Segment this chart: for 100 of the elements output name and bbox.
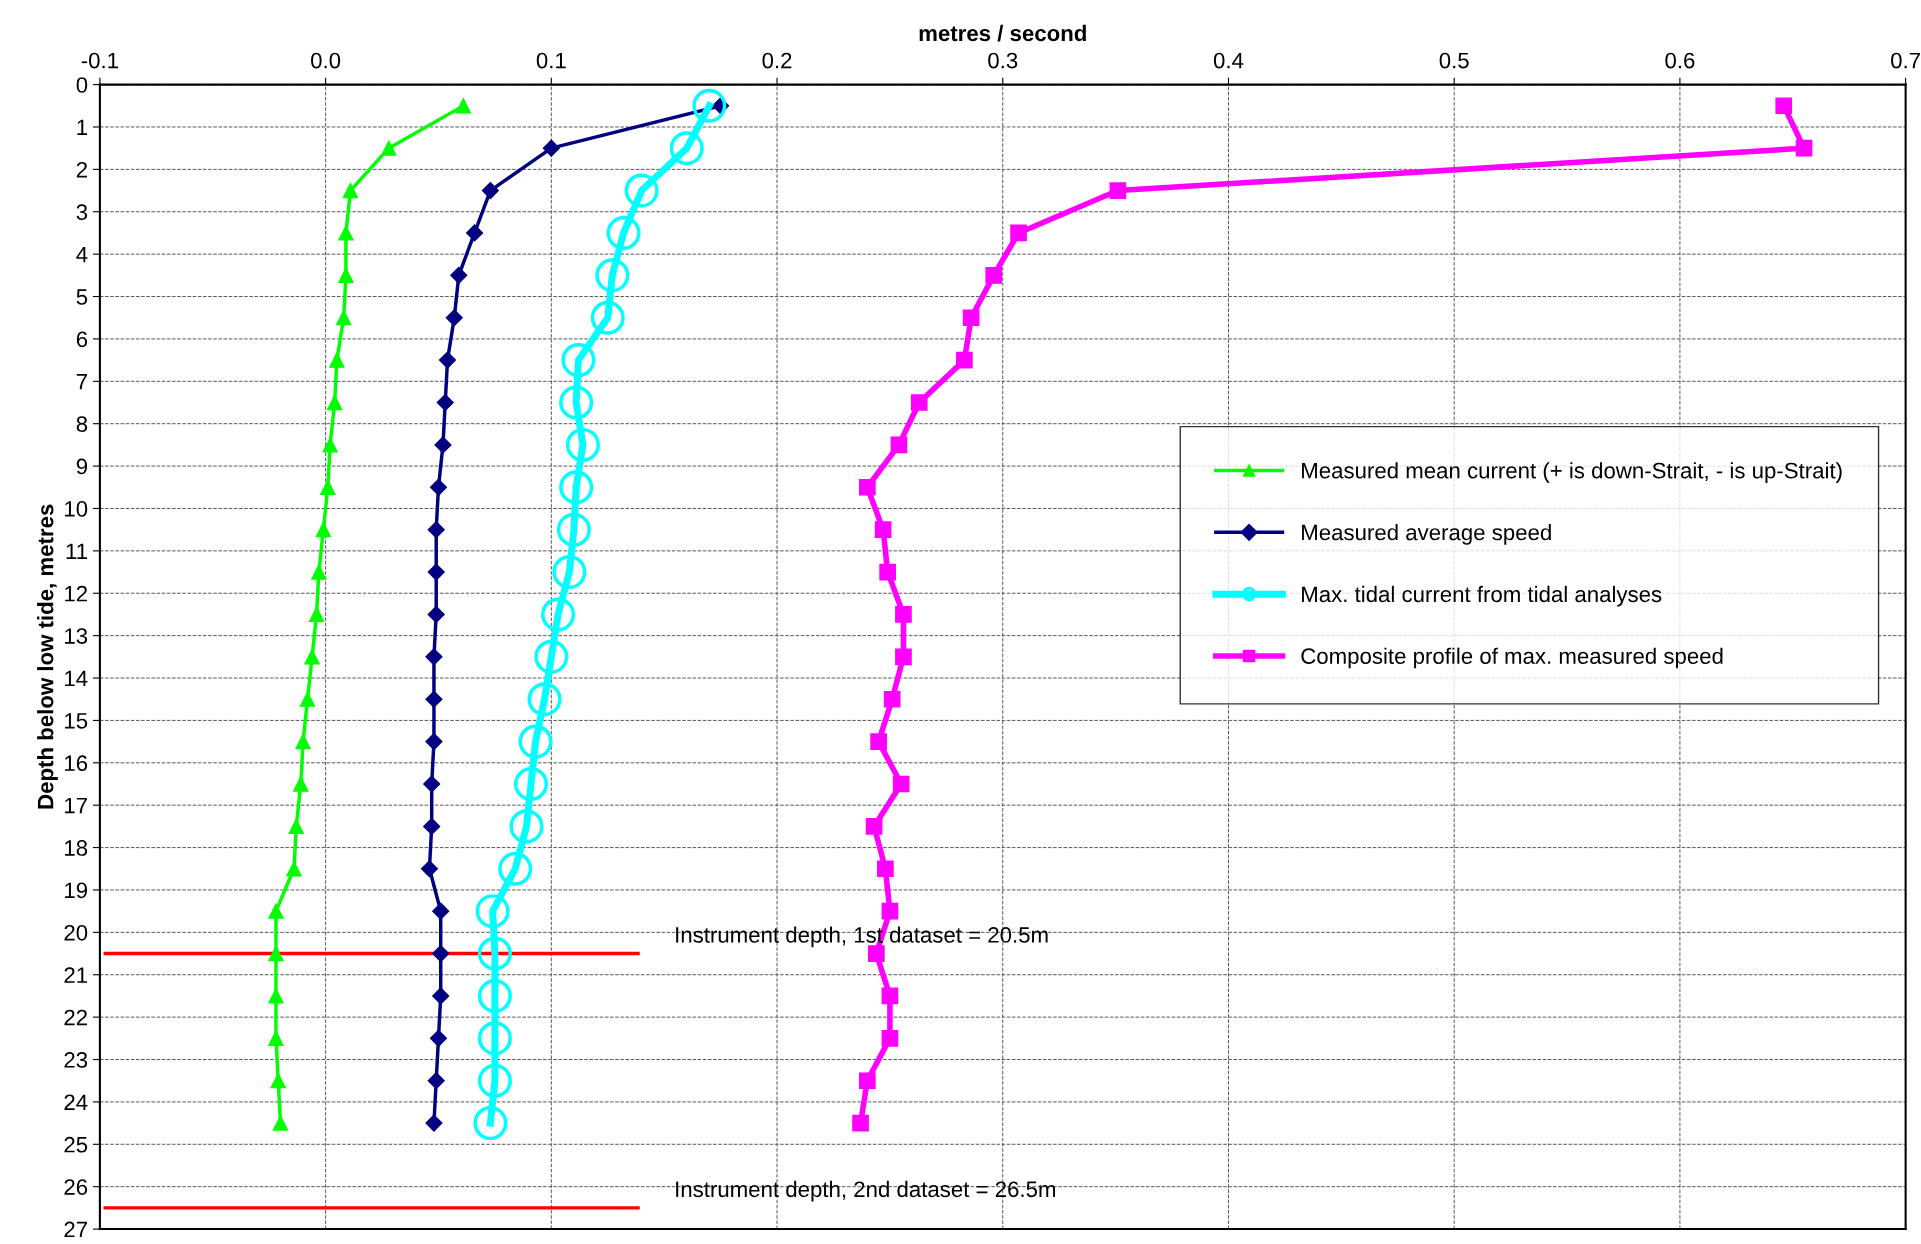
point xyxy=(329,352,345,368)
point xyxy=(288,818,304,835)
point xyxy=(1775,97,1793,115)
point xyxy=(956,351,973,369)
y-tick-label: 23 xyxy=(64,1052,88,1068)
point xyxy=(423,817,441,835)
point xyxy=(429,1029,448,1047)
point xyxy=(427,1072,445,1090)
point xyxy=(534,639,569,674)
point xyxy=(268,1030,284,1046)
point xyxy=(892,775,910,793)
point xyxy=(542,139,560,157)
point xyxy=(1109,182,1127,199)
point xyxy=(475,894,510,929)
point xyxy=(865,818,883,835)
point xyxy=(338,267,354,283)
point xyxy=(423,775,441,793)
point xyxy=(518,724,553,759)
x-tick-label: 0.5 xyxy=(1439,52,1469,69)
point xyxy=(268,945,284,962)
y-tick-label: 13 xyxy=(65,628,88,644)
point xyxy=(438,351,457,369)
point xyxy=(527,682,562,717)
point xyxy=(910,394,928,411)
point xyxy=(541,597,576,632)
point xyxy=(450,266,468,284)
point xyxy=(429,478,448,496)
y-tick-label: 3 xyxy=(76,204,88,221)
point xyxy=(293,776,309,792)
y-tick-label: 17 xyxy=(65,797,87,814)
y-tick-label: 10 xyxy=(65,501,88,517)
point xyxy=(606,215,641,250)
point xyxy=(427,563,445,581)
point xyxy=(879,563,896,581)
point xyxy=(590,300,625,335)
point xyxy=(432,944,450,963)
point xyxy=(425,690,443,708)
point xyxy=(311,564,327,580)
point xyxy=(477,1063,512,1098)
point xyxy=(425,733,443,751)
y-tick-label: 15 xyxy=(65,713,88,729)
point xyxy=(1795,139,1813,157)
point xyxy=(436,393,454,412)
point xyxy=(858,478,876,496)
legend-label: Max. tidal current from tidal analyses xyxy=(1302,585,1662,607)
legend-label: Measured mean current (+ is down-Strait, - is up-Strait) xyxy=(1302,462,1842,483)
point xyxy=(498,851,533,886)
point xyxy=(270,1073,286,1089)
point xyxy=(466,224,484,242)
point xyxy=(427,605,445,623)
x-tick-label: -0.1 xyxy=(81,52,118,69)
point xyxy=(895,606,912,623)
y-tick-label: 18 xyxy=(65,840,88,856)
point xyxy=(985,267,1003,284)
point xyxy=(434,436,452,454)
y-axis-title: Depth below low tide, metres xyxy=(37,504,58,809)
point xyxy=(692,88,727,123)
point xyxy=(565,427,600,462)
y-tick-label: 27 xyxy=(64,1221,87,1238)
point xyxy=(286,861,302,877)
x-axis-title: metres / second xyxy=(919,24,1086,42)
y-tick-label: 21 xyxy=(64,967,87,983)
point xyxy=(315,522,331,538)
point xyxy=(877,860,894,878)
point xyxy=(473,1106,508,1141)
point xyxy=(322,437,338,453)
x-tick-label: 0.2 xyxy=(762,52,792,69)
point xyxy=(669,131,704,166)
y-tick-label: 5 xyxy=(76,289,88,305)
y-tick-label: 1 xyxy=(77,119,87,136)
point xyxy=(425,1114,443,1132)
legend-label: Measured average speed xyxy=(1302,524,1551,545)
y-tick-label: 26 xyxy=(64,1179,88,1195)
point xyxy=(481,182,499,200)
point xyxy=(326,394,343,411)
point xyxy=(881,902,899,920)
y-tick-label: 6 xyxy=(76,331,88,348)
point xyxy=(561,343,596,378)
y-tick-label: 7 xyxy=(76,374,87,390)
point xyxy=(308,606,325,623)
x-tick-label: 0.6 xyxy=(1665,52,1695,69)
legend-label: Composite profile of max. measured speed xyxy=(1301,647,1723,669)
point xyxy=(881,1029,899,1047)
y-tick-label: 22 xyxy=(64,1009,87,1026)
point xyxy=(268,988,284,1004)
y-tick-label: 8 xyxy=(76,416,88,432)
point xyxy=(595,258,630,293)
y-tick-label: 9 xyxy=(76,458,88,475)
x-tick-label: 0.1 xyxy=(536,52,566,69)
x-tick-label: 0.0 xyxy=(311,52,341,69)
point xyxy=(962,309,980,327)
y-tick-label: 19 xyxy=(65,882,88,899)
point xyxy=(477,978,512,1013)
y-tick-label: 12 xyxy=(65,585,87,602)
point xyxy=(432,987,450,1005)
point xyxy=(559,470,594,505)
point xyxy=(299,691,316,707)
point xyxy=(477,936,512,971)
point xyxy=(556,512,591,547)
point xyxy=(420,860,438,878)
